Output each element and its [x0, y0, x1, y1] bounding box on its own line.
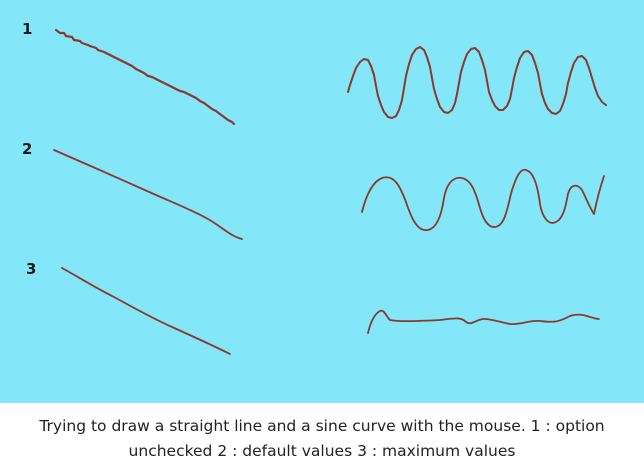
sine-curve-2: [361, 168, 605, 232]
figure-caption: Trying to draw a straight line and a sin…: [0, 403, 644, 470]
straight-line-2: [53, 149, 243, 240]
sine-curve-1: [347, 46, 607, 119]
row-number-1: 1: [22, 20, 33, 38]
sine-curve-3: [367, 309, 600, 334]
row-number-2: 2: [22, 140, 33, 158]
row-number-3: 3: [26, 260, 37, 278]
straight-line-1: [54, 28, 236, 126]
straight-line-3: [61, 267, 231, 355]
drawing-canvas: 1 2 3: [0, 0, 644, 403]
caption-text: Trying to draw a straight line and a sin…: [39, 416, 605, 460]
drawing-strokes: [53, 28, 607, 355]
